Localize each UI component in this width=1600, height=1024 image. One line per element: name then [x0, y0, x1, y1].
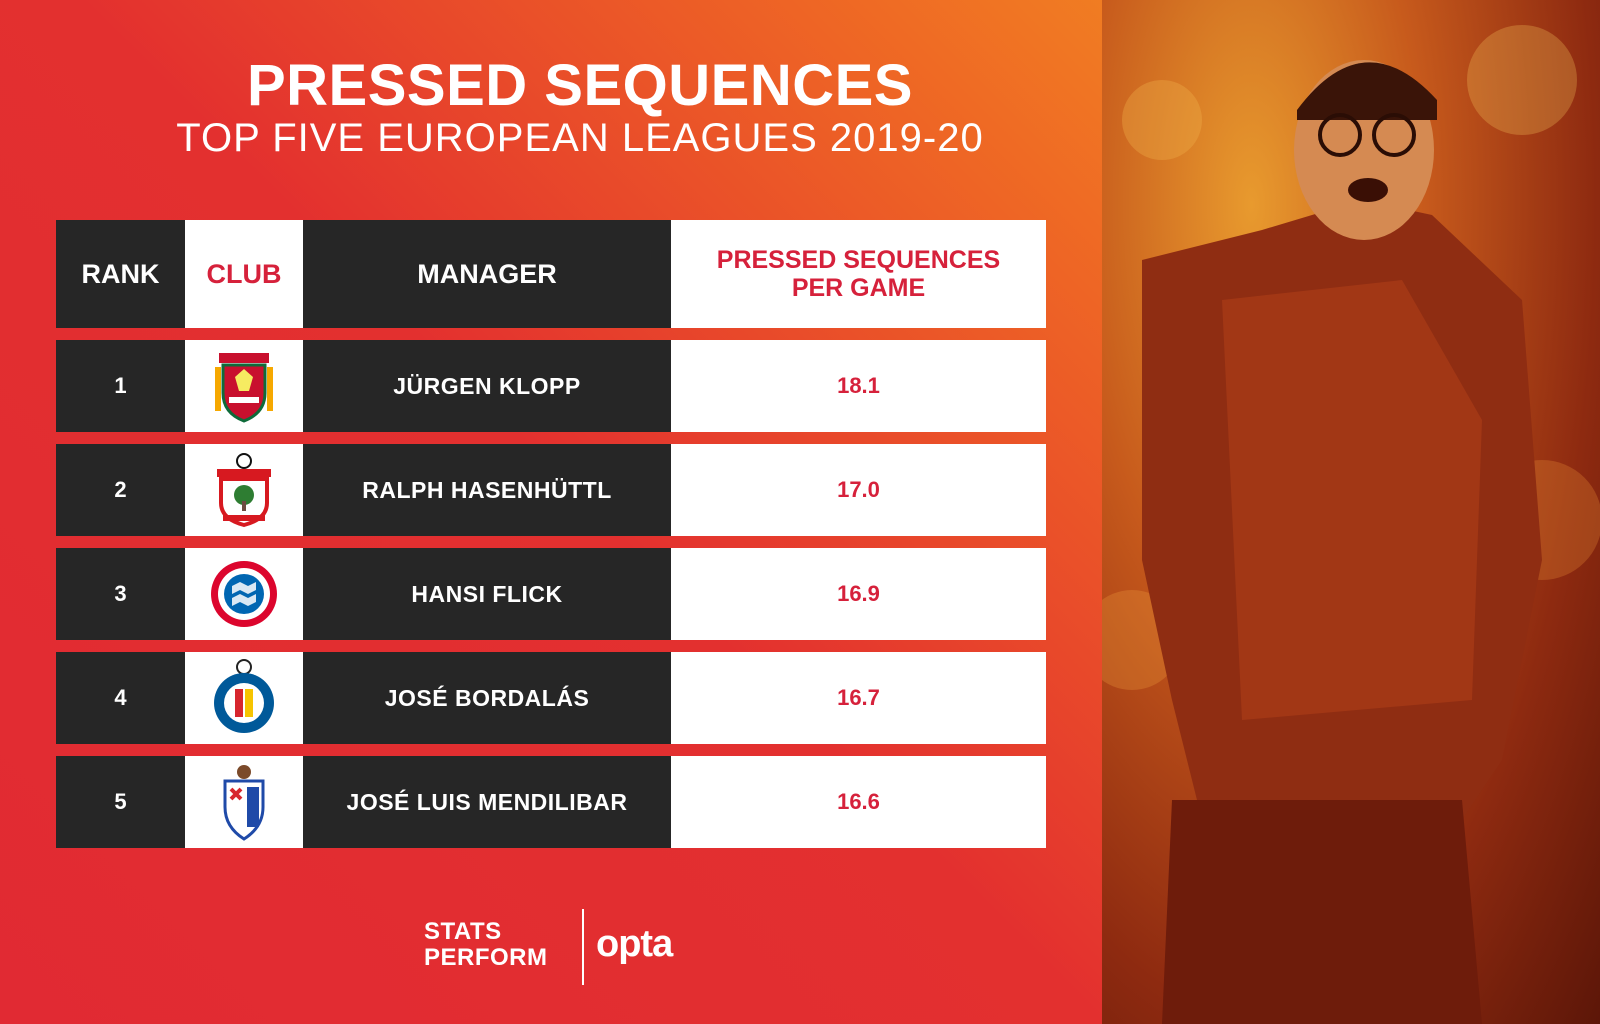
- manager-cell: JÜRGEN KLOPP: [303, 340, 671, 432]
- rank-cell: 3: [56, 548, 185, 640]
- header-manager: MANAGER: [303, 220, 671, 328]
- value-cell: 16.9: [671, 548, 1046, 640]
- manager-cell: JOSÉ LUIS MENDILIBAR: [303, 756, 671, 848]
- table-header: RANK CLUB MANAGER PRESSED SEQUENCES PER …: [56, 220, 1046, 328]
- club-cell: [185, 652, 303, 744]
- value-cell: 18.1: [671, 340, 1046, 432]
- rank-cell: 5: [56, 756, 185, 848]
- club-cell: [185, 756, 303, 848]
- value-cell: 16.7: [671, 652, 1046, 744]
- logo-divider: [582, 909, 584, 985]
- manager-cell: JOSÉ BORDALÁS: [303, 652, 671, 744]
- opta-wordmark: opta: [596, 923, 673, 965]
- manager-silhouette: [1102, 25, 1600, 1024]
- manager-cell: HANSI FLICK: [303, 548, 671, 640]
- club-cell: [185, 340, 303, 432]
- table-row: 4 JOSÉ BORDALÁS 16.7: [56, 652, 1046, 744]
- bayern-crest-icon: [211, 561, 277, 627]
- stats-perform-opta-logo: STATS PERFORM opta: [424, 905, 684, 985]
- table-row: 5 JOSÉ LUIS MENDILIBAR 16.6: [56, 756, 1046, 848]
- page-title: PRESSED SEQUENCES: [246, 53, 913, 118]
- value-cell: 16.6: [671, 756, 1046, 848]
- club-cell: [185, 548, 303, 640]
- rank-cell: 1: [56, 340, 185, 432]
- stats-perform-line2: PERFORM: [424, 944, 548, 971]
- rank-cell: 4: [56, 652, 185, 744]
- header-club: CLUB: [185, 220, 303, 328]
- value-cell: 17.0: [671, 444, 1046, 536]
- manager-cell: RALPH HASENHÜTTL: [303, 444, 671, 536]
- ranking-table: RANK CLUB MANAGER PRESSED SEQUENCES PER …: [56, 220, 1046, 848]
- getafe-crest-icon: [214, 659, 274, 733]
- southampton-crest-icon: [217, 453, 271, 528]
- manager-photo: [1102, 0, 1600, 1024]
- club-cell: [185, 444, 303, 536]
- stats-perform-line1: STATS: [424, 918, 502, 945]
- table-row: 3 HANSI FLICK 16.9: [56, 548, 1046, 640]
- liverpool-crest-icon: [215, 353, 273, 423]
- header-value: PRESSED SEQUENCES PER GAME: [671, 220, 1046, 328]
- stats-perform-wordmark: STATS PERFORM: [424, 919, 548, 971]
- header-value-line2: PER GAME: [791, 274, 926, 302]
- eibar-crest-icon: [223, 765, 265, 841]
- table-row: 1 JÜRGEN KLOPP 18.1: [56, 340, 1046, 432]
- table-row: 2 RALPH HASENHÜTTL 17.0: [56, 444, 1046, 536]
- page-subtitle: TOP FIVE EUROPEAN LEAGUES 2019-20: [176, 116, 984, 160]
- header-value-line1: PRESSED SEQUENCES: [716, 246, 1001, 274]
- rank-cell: 2: [56, 444, 185, 536]
- header-rank: RANK: [56, 220, 185, 328]
